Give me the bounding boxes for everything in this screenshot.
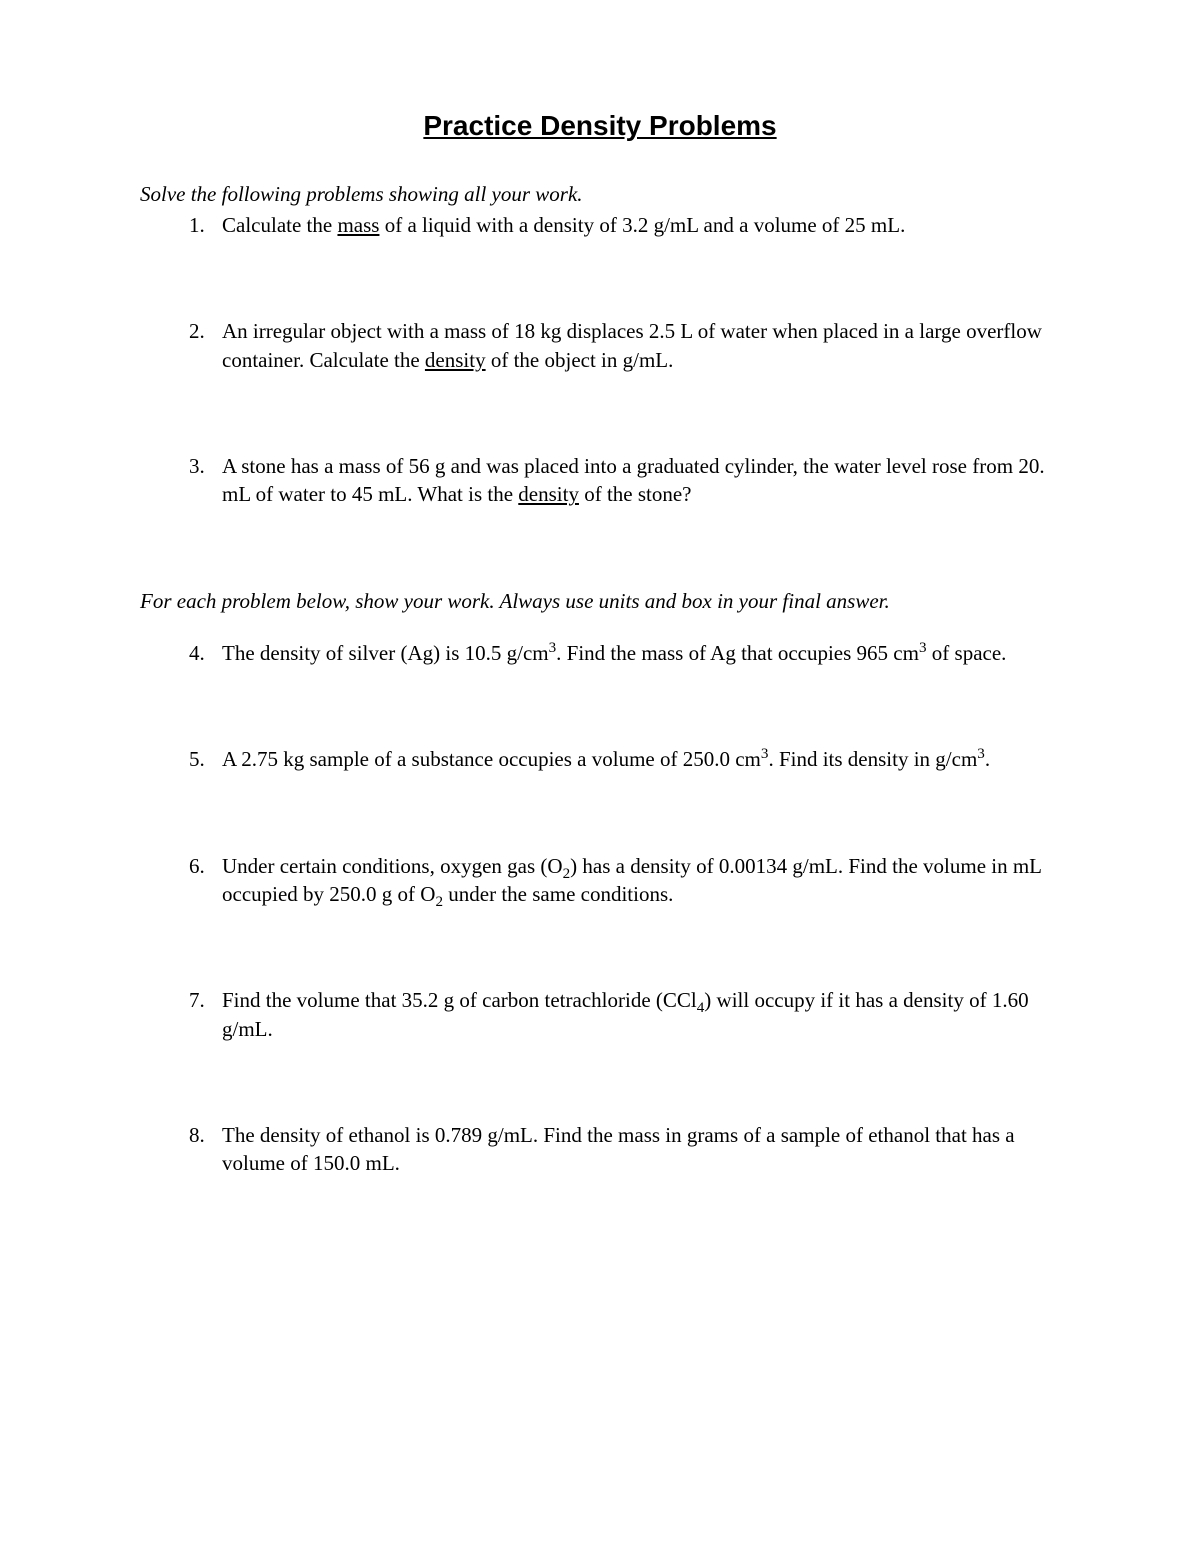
q1-text-b: of a liquid with a density of 3.2 g/mL a… [379,213,905,237]
instruction-2: For each problem below, show your work. … [140,587,1060,615]
problem-2: An irregular object with a mass of 18 kg… [210,317,1060,374]
q5-text-b: . Find its density in g/cm [768,747,977,771]
q4-text-b: . Find the mass of Ag that occupies 965 … [556,641,919,665]
problem-1: Calculate the mass of a liquid with a de… [210,211,1060,239]
problem-7: Find the volume that 35.2 g of carbon te… [210,986,1060,1043]
instruction-1: Solve the following problems showing all… [140,182,1060,207]
q3-underline: density [518,482,579,506]
q6-text-a: Under certain conditions, oxygen gas (O [222,854,563,878]
q5-text-c: . [985,747,990,771]
q8-text-a: The density of ethanol is 0.789 g/mL. Fi… [222,1123,1015,1175]
problem-4: The density of silver (Ag) is 10.5 g/cm 3… [210,639,1060,667]
q7-text-a: Find the volume that 35.2 g of carbon te… [222,988,697,1012]
q6-sub-2: 2 [435,894,443,910]
q2-underline: density [425,348,486,372]
page-title: Practice Density Problems [140,110,1060,142]
q6-sub-1: 2 [563,866,571,882]
problem-5: A 2.75 kg sample of a substance occupies… [210,745,1060,773]
worksheet-page: Practice Density Problems Solve the foll… [0,0,1200,1553]
q5-text-a: A 2.75 kg sample of a substance occupies… [222,747,761,771]
q1-text-a: Calculate the [222,213,337,237]
q4-sup-2: 3 [919,640,927,656]
q5-sup-2: 3 [977,746,985,762]
problem-8: The density of ethanol is 0.789 g/mL. Fi… [210,1121,1060,1178]
q4-text-a: The density of silver (Ag) is 10.5 g/cm [222,641,549,665]
q3-text-b: of the stone? [579,482,692,506]
problem-list-1: Calculate the mass of a liquid with a de… [210,211,1060,509]
q6-text-c: under the same conditions. [443,882,673,906]
q1-underline: mass [337,213,379,237]
problem-6: Under certain conditions, oxygen gas (O2… [210,852,1060,909]
problem-3: A stone has a mass of 56 g and was place… [210,452,1060,509]
q2-text-b: of the object in g/mL. [486,348,674,372]
problem-list-2: The density of silver (Ag) is 10.5 g/cm 3… [210,639,1060,1178]
q4-text-c: of space. [927,641,1007,665]
